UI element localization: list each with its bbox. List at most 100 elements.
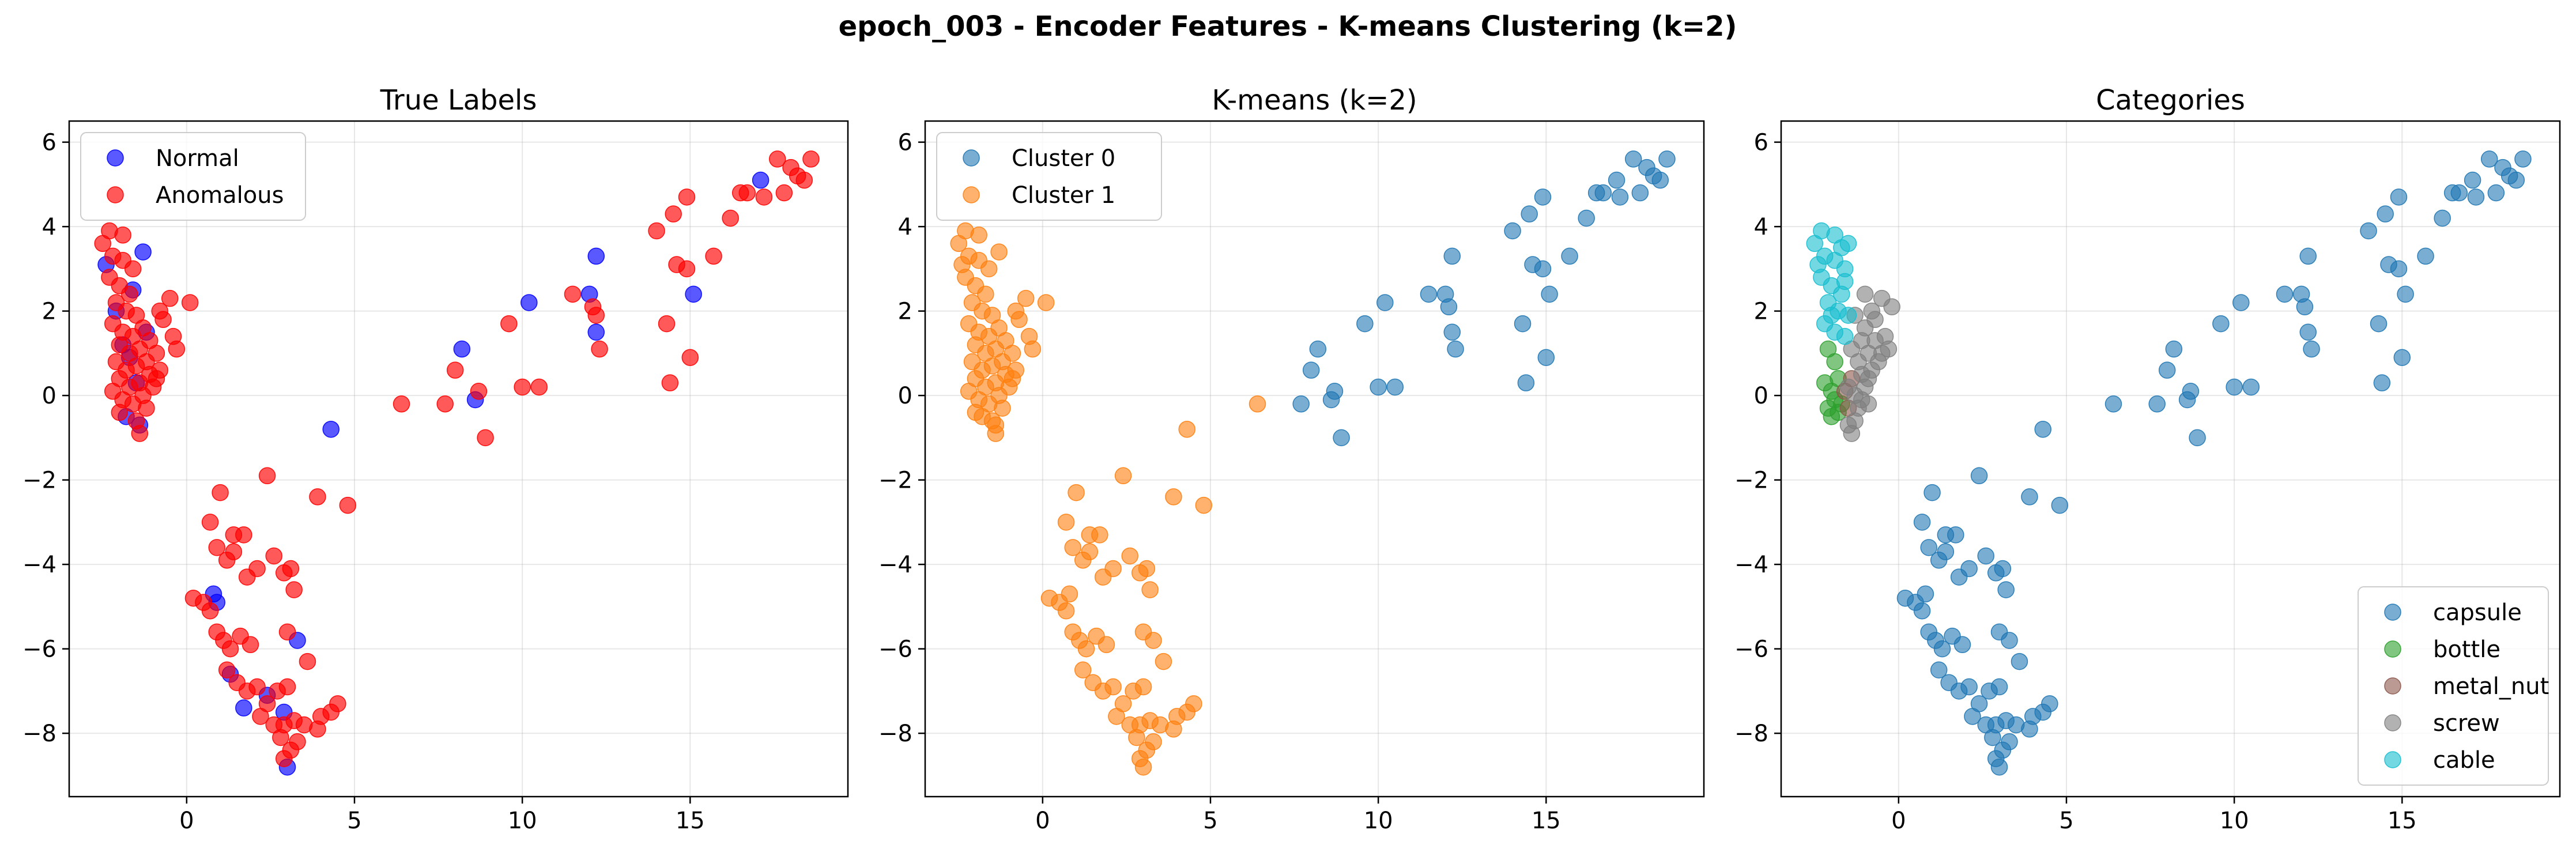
point-anomalous	[681, 349, 699, 366]
point-capsule	[2001, 733, 2018, 751]
point-anomalous	[309, 488, 326, 506]
y-tick-label: −8	[878, 721, 912, 747]
point-anomalous	[339, 496, 357, 514]
legend-label-bottle: bottle	[2433, 636, 2500, 663]
point-cluster-1	[1145, 733, 1162, 751]
y-tick-label: 4	[898, 214, 912, 240]
x-tick-label: 15	[676, 808, 705, 834]
point-anomalous	[329, 695, 346, 712]
subplot-3: Categories 0 5 10 15 −8 −6 −4 −2 0 2 4 6 capsule bottl…	[1734, 84, 2561, 834]
axes-frame	[924, 120, 1705, 798]
legend-box	[936, 132, 1162, 221]
point-capsule	[1930, 661, 1948, 678]
point-capsule	[2021, 488, 2038, 506]
legend-box	[80, 132, 306, 221]
x-tick-label: 15	[2388, 808, 2417, 834]
point-anomalous	[312, 708, 330, 725]
legend-marker-cluster-0	[963, 149, 980, 167]
point-capsule	[2487, 184, 2505, 202]
point-normal	[587, 247, 605, 265]
point-cluster-0	[1631, 184, 1649, 202]
point-anomalous	[242, 636, 259, 654]
legend: Normal Anomalous	[80, 132, 306, 221]
axes-frame	[68, 120, 849, 798]
y-tick-label: 2	[42, 299, 56, 325]
point-capsule	[1997, 581, 2015, 598]
point-capsule	[2242, 378, 2260, 396]
point-cluster-0	[1658, 150, 1676, 168]
point-cluster-0	[1534, 188, 1552, 206]
x-tick-label: 5	[2059, 808, 2073, 834]
legend-marker-anomalous	[107, 186, 124, 203]
legend-marker-cable	[2384, 751, 2401, 768]
point-cluster-1	[1077, 640, 1095, 658]
point-anomalous	[111, 404, 129, 421]
point-cluster-1	[1145, 632, 1162, 649]
y-tick-label: −4	[878, 552, 912, 578]
y-tick-label: 0	[1754, 383, 1768, 409]
legend: Cluster 0 Cluster 1	[936, 132, 1162, 221]
point-cluster-0	[1302, 361, 1320, 379]
point-capsule	[2299, 323, 2317, 341]
point-anomalous	[678, 260, 696, 278]
subplot-2: K-means (k=2) 0 5 10 15 −8 −6 −4 −2 0 2 4 6 Cluster 0…	[878, 84, 1705, 834]
point-anomalous	[114, 227, 131, 244]
point-anomalous	[299, 653, 316, 670]
point-cluster-0	[1447, 340, 1464, 358]
point-cluster-1	[1108, 708, 1125, 725]
point-cable	[1823, 307, 1840, 324]
point-capsule	[2450, 184, 2468, 202]
point-cluster-1	[1104, 560, 1122, 578]
point-screw	[1883, 298, 1900, 316]
point-screw	[1856, 285, 1874, 303]
point-anomalous	[212, 484, 229, 501]
point-capsule	[1960, 678, 1978, 696]
point-cable	[1839, 235, 1857, 252]
point-cluster-0	[1443, 323, 1461, 341]
legend-label-cluster-0: Cluster 0	[1012, 145, 1115, 172]
y-tick-label: −6	[878, 636, 912, 663]
point-anomalous	[252, 708, 269, 725]
legend-marker-capsule	[2384, 604, 2401, 621]
y-tick-label: 4	[42, 214, 56, 240]
point-cluster-1	[990, 243, 1008, 261]
point-anomalous	[795, 171, 813, 189]
point-cable	[1836, 327, 1854, 345]
point-capsule	[1990, 758, 2008, 776]
point-capsule	[2212, 315, 2230, 333]
point-anomalous	[278, 678, 296, 696]
legend-label-capsule: capsule	[2433, 599, 2522, 626]
point-capsule	[2104, 395, 2122, 413]
point-capsule	[1953, 636, 1971, 654]
point-anomalous	[151, 302, 168, 320]
scatter-points	[1806, 150, 2532, 776]
point-anomalous	[201, 602, 219, 620]
point-normal	[322, 420, 340, 438]
point-cluster-0	[1420, 285, 1438, 303]
y-tick-label: −2	[1734, 467, 1768, 494]
point-capsule	[2434, 209, 2451, 227]
subplots: True Labels 0 5 10 15 −8 −6 −4 −2 0 2 4 6 Normal Anoma…	[22, 84, 2561, 834]
point-cluster-0	[1608, 171, 1625, 189]
point-capsule	[2507, 171, 2525, 189]
legend-label-anomalous: Anomalous	[156, 182, 284, 209]
point-anomalous	[665, 205, 682, 223]
point-cluster-1	[987, 416, 1005, 434]
y-tick-label: 0	[898, 383, 912, 409]
point-capsule	[2377, 205, 2394, 223]
y-tick-label: −8	[1734, 721, 1768, 747]
point-anomalous	[272, 729, 289, 746]
subplot-title: K-means (k=2)	[1212, 84, 1417, 116]
y-tick-label: −2	[878, 467, 912, 494]
point-cluster-1	[1165, 488, 1182, 506]
point-capsule	[2182, 383, 2200, 400]
point-anomalous	[201, 514, 219, 531]
y-tick-label: 6	[42, 130, 56, 156]
point-cluster-0	[1514, 315, 1532, 333]
scatter-points	[950, 150, 1676, 776]
scatter-points	[94, 150, 820, 776]
point-capsule	[2373, 374, 2391, 391]
legend-label-cable: cable	[2433, 747, 2495, 774]
point-capsule	[1994, 560, 2012, 578]
